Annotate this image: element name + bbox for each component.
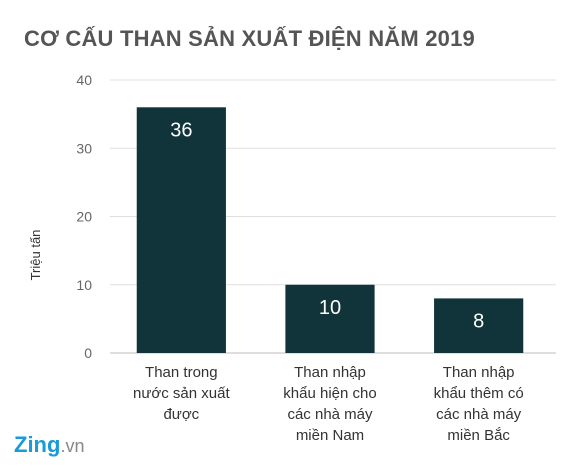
y-axis-ticks: 0 10 20 30 40 <box>76 72 92 361</box>
bar <box>136 107 226 353</box>
y-tick-label: 20 <box>76 209 92 225</box>
category-label: Than nhập khẩu thêm có các nhà máy miền Bắc <box>434 364 524 444</box>
bar-value-label: 8 <box>473 310 484 332</box>
category-label: Than trong nước sản xuất được <box>133 364 230 423</box>
bar-value-label: 36 <box>170 119 192 141</box>
y-axis-title: Triệu tấn <box>28 230 43 281</box>
logo-suffix: .vn <box>60 436 85 456</box>
logo-main: Zing <box>14 432 61 457</box>
bar <box>434 298 524 353</box>
category-labels: Than trong nước sản xuất được Than nhập khẩu… <box>133 364 524 444</box>
y-tick-label: 30 <box>76 140 92 156</box>
y-tick-label: 40 <box>76 72 92 88</box>
bar-value-label: 10 <box>319 297 341 319</box>
bars: 36 10 8 <box>136 107 524 353</box>
chart-title: CƠ CẤU THAN SẢN XUẤT ĐIỆN NĂM 2019 <box>24 26 475 51</box>
zing-logo[interactable]: Zing.vn <box>14 432 84 458</box>
category-label: Than nhập khẩu hiện cho các nhà máy miền Na… <box>283 364 376 444</box>
y-tick-label: 10 <box>76 277 92 293</box>
y-tick-label: 0 <box>84 345 92 361</box>
bar <box>285 284 375 353</box>
